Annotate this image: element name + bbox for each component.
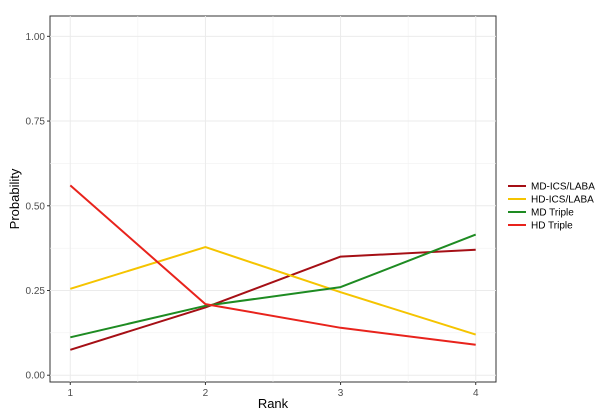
series-line-3 — [69, 184, 476, 346]
y-tick-label: 0.25 — [26, 286, 46, 297]
series-line-0 — [70, 248, 476, 351]
legend: MD-ICS/LABA HD-ICS/LABA MD Triple HD Triple — [508, 182, 595, 232]
y-tick-label: 0.50 — [26, 201, 46, 212]
y-tick-label: 1.00 — [26, 32, 46, 43]
x-tick-label: 3 — [338, 388, 344, 399]
y-axis-title: Probability — [7, 168, 22, 229]
legend-label-3: HD Triple — [531, 221, 573, 232]
series-line-2 — [70, 233, 477, 339]
series-line-1 — [70, 246, 476, 336]
legend-label-0: MD-ICS/LABA — [531, 182, 595, 193]
x-tick-label: 4 — [473, 388, 479, 399]
y-tick-label: 0.00 — [26, 371, 46, 382]
x-axis-title: Rank — [258, 396, 289, 411]
legend-label-2: MD Triple — [531, 208, 574, 219]
y-axis-ticks: 0.00 0.25 0.50 0.75 1.00 — [26, 32, 50, 382]
y-tick-label: 0.75 — [26, 117, 46, 128]
x-axis-ticks: 1 2 3 4 — [67, 382, 479, 399]
x-tick-label: 1 — [67, 388, 73, 399]
series-lines — [69, 184, 477, 351]
legend-label-1: HD-ICS/LABA — [531, 195, 594, 206]
x-tick-label: 2 — [203, 388, 209, 399]
